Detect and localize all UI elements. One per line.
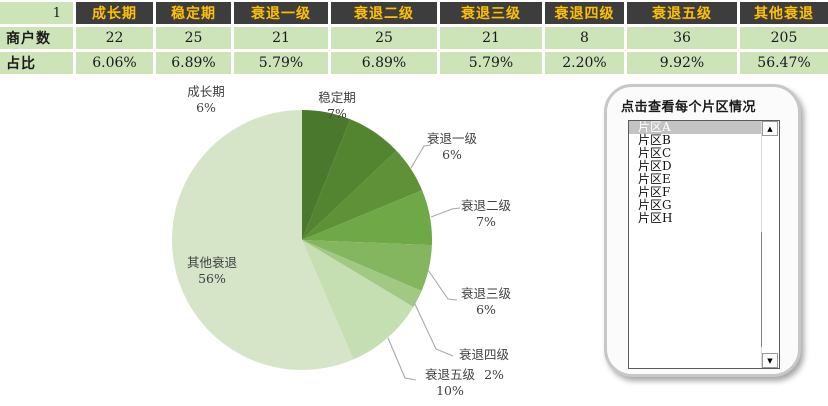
table-cell-商户数-衰退五级[interactable]: 36 [627,27,737,49]
column-header-衰退三级[interactable]: 衰退三级 [440,2,542,24]
scroll-up-icon: ▲ [767,124,773,133]
table-cell-商户数-稳定期[interactable]: 25 [156,27,231,49]
column-header-其他衰退[interactable]: 其他衰退 [740,2,828,24]
column-header-衰退四级[interactable]: 衰退四级 [545,2,624,24]
scrollbar-track-line [761,232,762,347]
column-header-衰退二级[interactable]: 衰退二级 [331,2,437,24]
column-header-衰退一级[interactable]: 衰退一级 [234,2,328,24]
table-cell-商户数-衰退三级[interactable]: 21 [440,27,542,49]
pie-slice-成长期[interactable] [302,110,351,240]
scroll-down-button[interactable]: ▼ [762,353,778,368]
label-leader-line [413,301,454,357]
scroll-up-button[interactable]: ▲ [762,121,778,136]
table-cell-商户数-其他衰退[interactable]: 205 [740,27,828,49]
scroll-down-icon: ▼ [767,356,773,365]
table-cell-商户数-成长期[interactable]: 22 [76,27,153,49]
pie-slice-稳定期[interactable] [302,119,397,240]
district-listbox[interactable]: 片区A 片区B 片区C 片区D 片区E 片区F 片区G 片区H ▲ ▼ [628,120,780,369]
pie-slice-衰退二级[interactable] [302,190,433,246]
list-item-片区F[interactable]: 片区F [638,185,671,199]
table-cell-占比-衰退二级[interactable]: 6.89% [331,52,437,74]
listbox-scrollbar[interactable]: ▲ ▼ [761,121,779,368]
table-cell-占比-衰退五级[interactable]: 9.92% [627,52,737,74]
row-header-占比[interactable]: 占比 [0,52,73,74]
table-cell-占比-衰退三级[interactable]: 5.79% [440,52,542,74]
panel-title: 点击查看每个片区情况 [621,100,757,115]
metrics-table: 1 成长期 稳定期 衰退一级 衰退二级 衰退三级 衰退四级 衰退五级 其他衰退 商户数 22 25 21… [0,2,828,74]
table-cell-占比-其他衰退[interactable]: 56.47% [740,52,828,74]
list-item-片区A[interactable]: 片区A [629,121,762,134]
table-cell-占比-衰退一级[interactable]: 5.79% [234,52,328,74]
table-corner-cell[interactable]: 1 [0,2,73,24]
list-item-片区E[interactable]: 片区E [638,172,671,186]
pie-slice-其他衰退[interactable] [171,109,354,371]
table-cell-商户数-衰退四级[interactable]: 8 [545,27,624,49]
pie-slice-衰退四级[interactable] [302,240,422,307]
column-header-稳定期[interactable]: 稳定期 [156,2,231,24]
district-list: 片区A 片区B 片区C 片区D 片区E 片区F 片区G 片区H [629,121,762,225]
pie-slice-衰退三级[interactable] [302,240,432,291]
label-leader-line [410,144,432,169]
label-leader-line [427,269,458,301]
list-item-片区C[interactable]: 片区C [638,146,672,160]
label-leader-line [430,207,461,218]
pie-slice-衰退五级[interactable] [302,240,414,360]
list-item-片区D[interactable]: 片区D [638,159,672,173]
list-item-片区B[interactable]: 片区B [638,133,671,147]
list-item-片区H[interactable]: 片区H [638,211,673,225]
table-cell-商户数-衰退二级[interactable]: 25 [331,27,437,49]
district-panel: 点击查看每个片区情况 片区A 片区B 片区C 片区D 片区E 片区F 片区G 片区H ▲ ▼ [604,84,801,377]
column-header-衰退五级[interactable]: 衰退五级 [627,2,737,24]
table-cell-占比-衰退四级[interactable]: 2.20% [545,52,624,74]
row-header-商户数[interactable]: 商户数 [0,27,73,49]
table-cell-占比-成长期[interactable]: 6.06% [76,52,153,74]
table-cell-商户数-衰退一级[interactable]: 21 [234,27,328,49]
table-cell-占比-稳定期[interactable]: 6.89% [156,52,231,74]
label-leader-line [387,337,417,381]
pie-slice-衰退一级[interactable] [302,150,423,240]
column-header-成长期[interactable]: 成长期 [76,2,153,24]
list-item-片区G[interactable]: 片区G [638,198,672,212]
